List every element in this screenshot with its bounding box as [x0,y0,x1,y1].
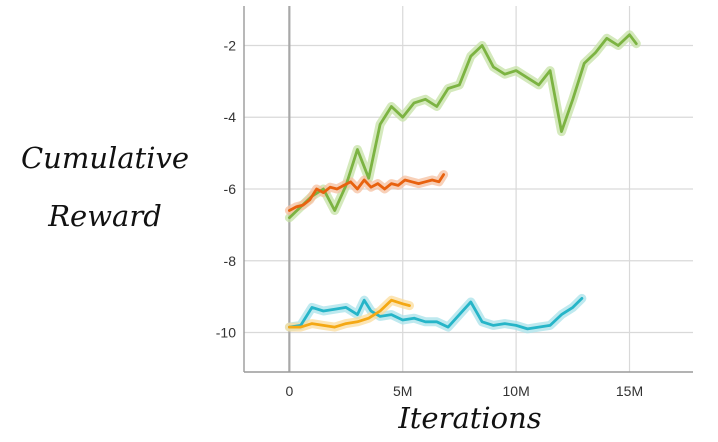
x-axis-label: Iterations [397,401,541,435]
y-tick-label: -10 [216,325,236,341]
y-tick-label: -6 [224,181,237,197]
y-axis-label-line-1: Cumulative [21,141,189,175]
series-line-1 [288,173,445,212]
y-tick-label: -2 [224,37,237,53]
series-line-2 [288,297,584,331]
x-tick-label: 5M [393,383,412,399]
series-lines [288,33,638,331]
series-band-1 [284,170,449,215]
y-axis-label-line-2: Reward [47,199,162,233]
x-tick-label: 15M [616,383,643,399]
y-tick-label: -4 [224,109,237,125]
x-tick-label: 10M [503,383,530,399]
tick-labels: -2 -4 -6 -8 -10 0 5M 10M 15M [216,37,643,399]
series-line-3 [288,298,411,329]
series-line-0 [288,33,638,220]
x-tick-label: 0 [285,383,293,399]
y-tick-label: -8 [224,253,237,269]
